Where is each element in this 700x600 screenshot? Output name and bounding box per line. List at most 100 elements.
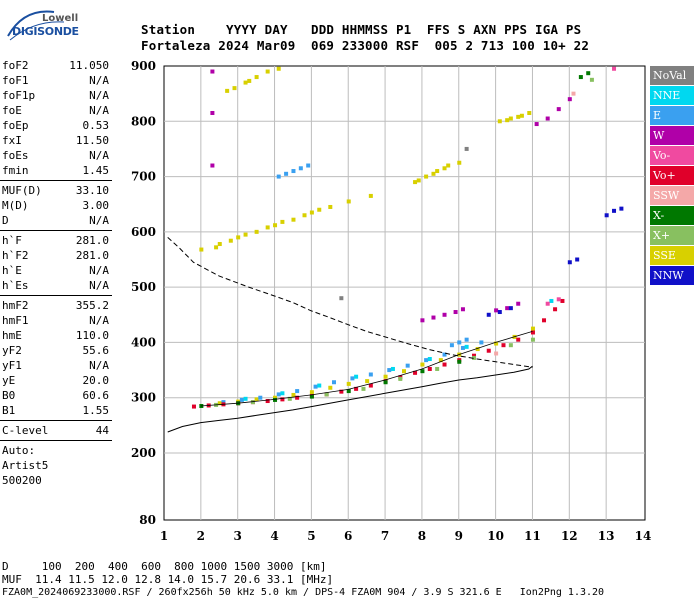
data-point [217, 401, 222, 406]
data-point [265, 69, 270, 74]
param-value: 60.6 [82, 389, 110, 402]
param-label: yE [2, 374, 16, 387]
data-point [486, 312, 491, 317]
param-value: 110.0 [75, 329, 109, 342]
data-point [346, 381, 351, 386]
data-point [494, 341, 499, 346]
param-value: N/A [89, 149, 109, 162]
param-row: yF2 55.6 [0, 343, 112, 358]
data-point [276, 66, 281, 71]
data-point [309, 390, 314, 395]
data-point [225, 88, 230, 93]
data-point [534, 122, 539, 127]
x-tick-label: 8 [418, 529, 426, 543]
data-point [589, 77, 594, 82]
data-point [446, 163, 451, 168]
profile-line [200, 331, 533, 407]
x-tick-label: 9 [455, 529, 463, 543]
y-tick-label: 80 [139, 513, 156, 527]
digisonde-logo: Lowell DIGISONDE [4, 6, 84, 46]
param-label: fxI [2, 134, 22, 147]
data-point [479, 340, 484, 345]
param-label: foEp [2, 119, 29, 132]
data-point [497, 119, 502, 124]
param-label: hmF2 [2, 299, 29, 312]
data-point [442, 352, 447, 357]
footer-file-info: FZA0M_2024069233000.RSF / 260fx256h 50 k… [2, 587, 605, 598]
data-point [560, 298, 565, 303]
param-value: 355.2 [75, 299, 109, 312]
data-point [295, 395, 300, 400]
data-point [527, 110, 532, 115]
data-point [457, 359, 462, 364]
param-label: fmin [2, 164, 29, 177]
y-tick-label: 500 [131, 280, 156, 294]
data-point [567, 97, 572, 102]
data-point [519, 113, 524, 118]
data-point [254, 229, 259, 234]
data-point [516, 301, 521, 306]
param-value: 0.53 [82, 119, 110, 132]
data-point [457, 160, 462, 165]
header-labels: Station YYYY DAY DDD HHMMSS P1 FFS S AXN… [141, 22, 582, 37]
data-point [494, 308, 499, 313]
data-point [317, 383, 322, 388]
data-point [346, 389, 351, 394]
data-point [247, 78, 252, 83]
data-point [210, 110, 215, 115]
param-label: hmF1 [2, 314, 29, 327]
data-point [368, 383, 373, 388]
data-point [486, 348, 491, 353]
x-tick-label: 14 [635, 529, 652, 543]
data-point [313, 384, 318, 389]
data-point [545, 301, 550, 306]
data-point [427, 357, 432, 362]
data-point [280, 391, 285, 396]
param-value: 281.0 [75, 249, 109, 262]
data-point [291, 392, 296, 397]
data-point [284, 171, 289, 176]
data-point [383, 380, 388, 385]
logo-line1: Lowell [42, 13, 79, 24]
data-point [501, 343, 506, 348]
x-tick-label: 10 [487, 529, 504, 543]
data-point [472, 355, 477, 360]
data-point [619, 206, 624, 211]
data-point [350, 376, 355, 381]
data-point [424, 174, 429, 179]
param-divider [0, 180, 112, 181]
x-tick-label: 3 [234, 529, 242, 543]
data-point [420, 318, 425, 323]
data-point [265, 399, 270, 404]
data-point [420, 369, 425, 374]
data-point [217, 242, 222, 247]
data-point [254, 75, 259, 80]
data-point [453, 310, 458, 315]
param-value: 55.6 [82, 344, 110, 357]
auto-scaling-text: Auto: [2, 444, 36, 457]
data-point [464, 344, 469, 349]
data-point [210, 69, 215, 74]
param-divider [0, 295, 112, 296]
data-point [556, 297, 561, 302]
param-row: fxI 11.50 [0, 133, 112, 148]
data-point [464, 337, 469, 342]
data-point [331, 380, 336, 385]
legend-item: W [650, 126, 694, 145]
data-point [228, 238, 233, 243]
header-values: Fortaleza 2024 Mar09 069 233000 RSF 005 … [141, 38, 590, 53]
legend-item: Vo- [650, 146, 694, 165]
parameter-panel: foF2 11.050 foF1 N/A foF1p N/A foE N/A foEp 0.53 f… [0, 58, 112, 488]
param-value: 1.55 [82, 404, 110, 417]
data-point [413, 370, 418, 375]
data-point [361, 386, 366, 391]
data-point [280, 397, 285, 402]
param-label: hmE [2, 329, 22, 342]
data-point [280, 219, 285, 224]
param-label: h`E [2, 264, 22, 277]
y-tick-label: 900 [131, 59, 156, 73]
param-value: 1.45 [82, 164, 110, 177]
param-row: M(D) 3.00 [0, 198, 112, 213]
param-label: foF1 [2, 74, 29, 87]
